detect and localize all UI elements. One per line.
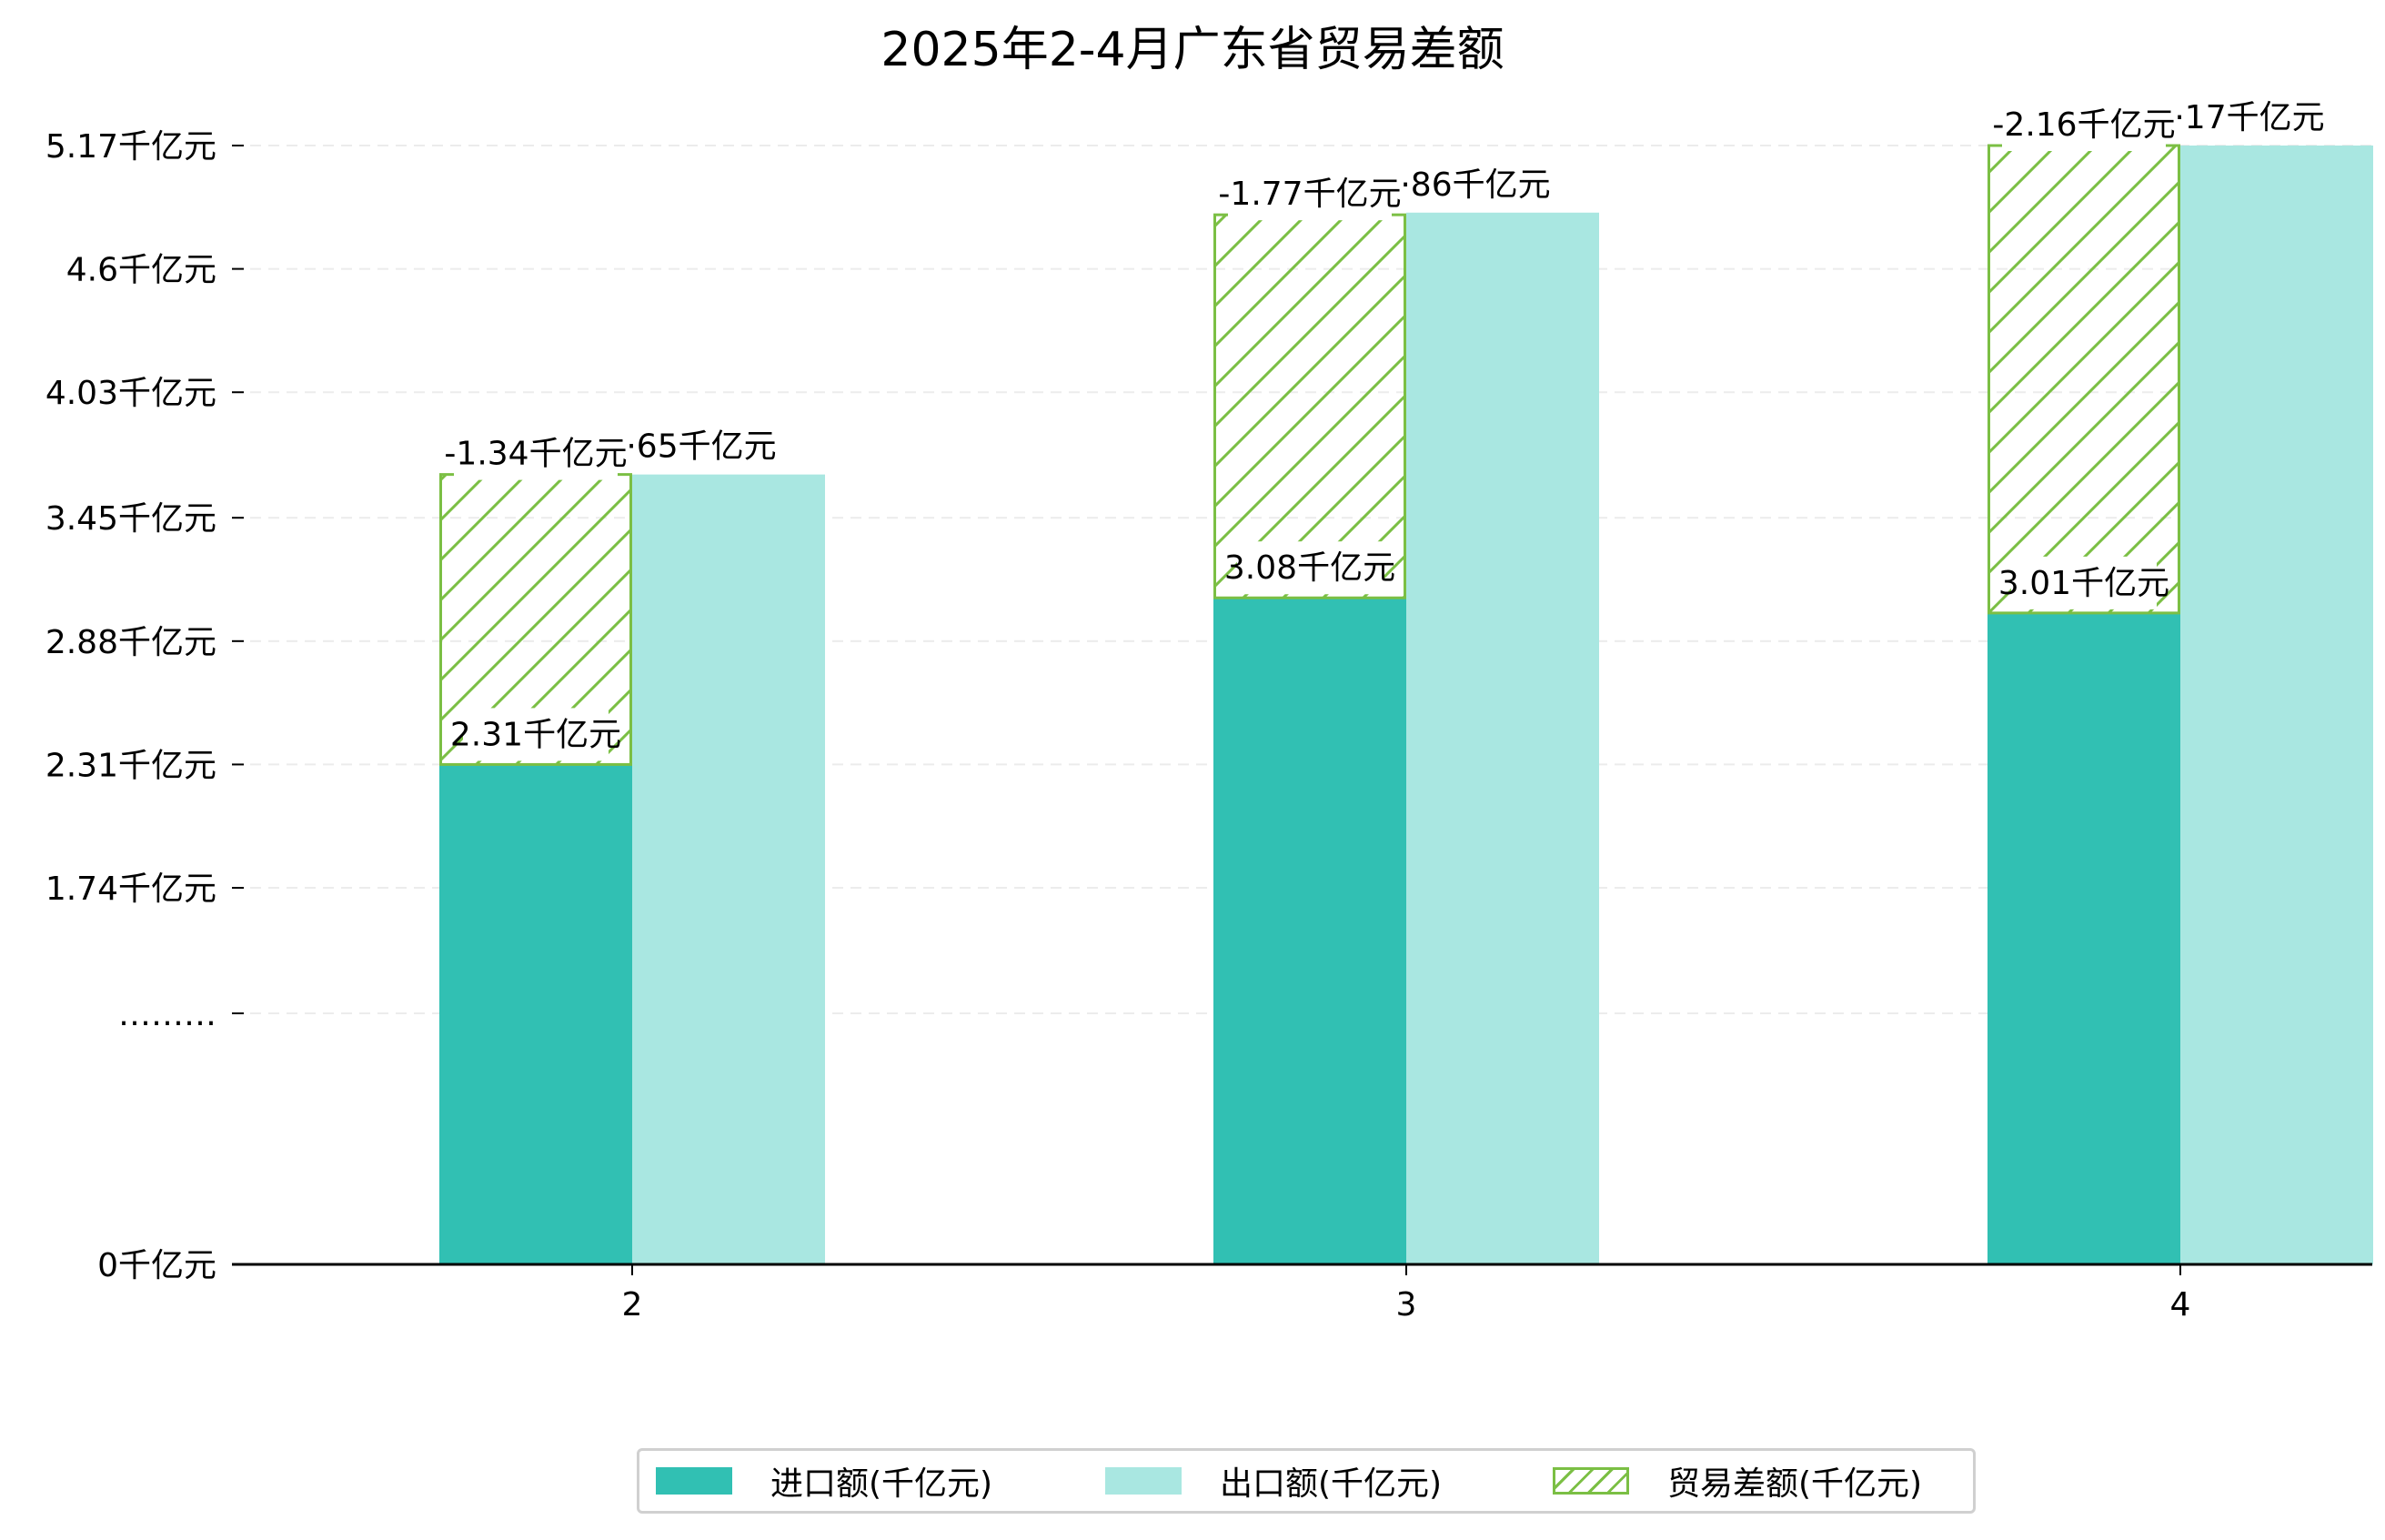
bar-trade-balance <box>1213 213 1406 599</box>
y-tick-label: 4.6千亿元 <box>66 252 216 289</box>
data-label-trade-balance-bg <box>1228 167 1392 221</box>
legend-item-balance: 贸易差额(千亿元) <box>1553 1451 1922 1511</box>
y-tick-label: 2.88千亿元 <box>45 624 216 661</box>
data-label-export: ·17千亿元 <box>2174 99 2324 136</box>
data-label-import-bg <box>463 708 609 761</box>
data-label-import: 3.08千亿元 <box>1224 549 1395 587</box>
data-label-export: ·65千亿元 <box>626 428 776 466</box>
legend-swatch-balance <box>1553 1467 1629 1495</box>
data-label-import-bg <box>2011 556 2157 609</box>
y-tick-label: 2.31千亿元 <box>45 747 216 784</box>
data-label-trade-balance: -1.77千亿元 <box>1218 176 1401 213</box>
bar-import <box>439 764 632 1264</box>
bar-export <box>1406 212 1599 1264</box>
legend-swatch-import <box>656 1467 732 1495</box>
bar-export <box>632 474 825 1264</box>
legend-label-import: 进口额(千亿元) <box>770 1465 993 1503</box>
legend: 进口额(千亿元) 出口额(千亿元) 贸易差额(千亿元) <box>637 1448 1976 1514</box>
data-label-export-bg <box>2186 91 2313 144</box>
data-label-trade-balance: -2.16千亿元 <box>1992 106 2175 144</box>
data-label-trade-balance-bg <box>2002 98 2166 151</box>
data-label-export-bg <box>1412 157 1539 211</box>
x-tick-label: 3 <box>1396 1286 1417 1324</box>
data-label-import: 2.31千亿元 <box>450 716 621 753</box>
legend-swatch-export <box>1105 1467 1182 1495</box>
data-label-import-bg <box>1237 541 1383 595</box>
y-tick-label: 0千亿元 <box>97 1247 216 1284</box>
legend-item-export: 出口额(千亿元) <box>1105 1451 1442 1511</box>
bar-trade-balance <box>1988 144 2180 615</box>
y-tick-label: 4.03千亿元 <box>45 375 216 412</box>
bar-export <box>2180 146 2373 1264</box>
data-label-trade-balance-bg <box>454 427 618 480</box>
legend-item-import: 进口额(千亿元) <box>656 1451 992 1511</box>
x-tick-label: 2 <box>622 1286 643 1324</box>
y-tick-label: 1.74千亿元 <box>45 871 216 908</box>
chart-title: 2025年2-4月广东省贸易差额 <box>881 23 1504 77</box>
y-tick-label: ……… <box>118 996 216 1033</box>
x-tick-label: 4 <box>2170 1286 2191 1324</box>
bar-import <box>1988 612 2180 1264</box>
data-label-import: 3.01千亿元 <box>1998 565 2169 602</box>
y-tick-label: 3.45千亿元 <box>45 500 216 538</box>
data-label-export: ·86千亿元 <box>1400 166 1550 204</box>
data-label-export-bg <box>638 419 765 473</box>
y-tick-label: 5.17千亿元 <box>45 128 216 166</box>
data-label-trade-balance: -1.34千亿元 <box>444 436 627 473</box>
legend-label-export: 出口额(千亿元) <box>1220 1465 1443 1503</box>
legend-label-balance: 贸易差额(千亿元) <box>1667 1465 1923 1503</box>
bar-import <box>1213 598 1406 1264</box>
